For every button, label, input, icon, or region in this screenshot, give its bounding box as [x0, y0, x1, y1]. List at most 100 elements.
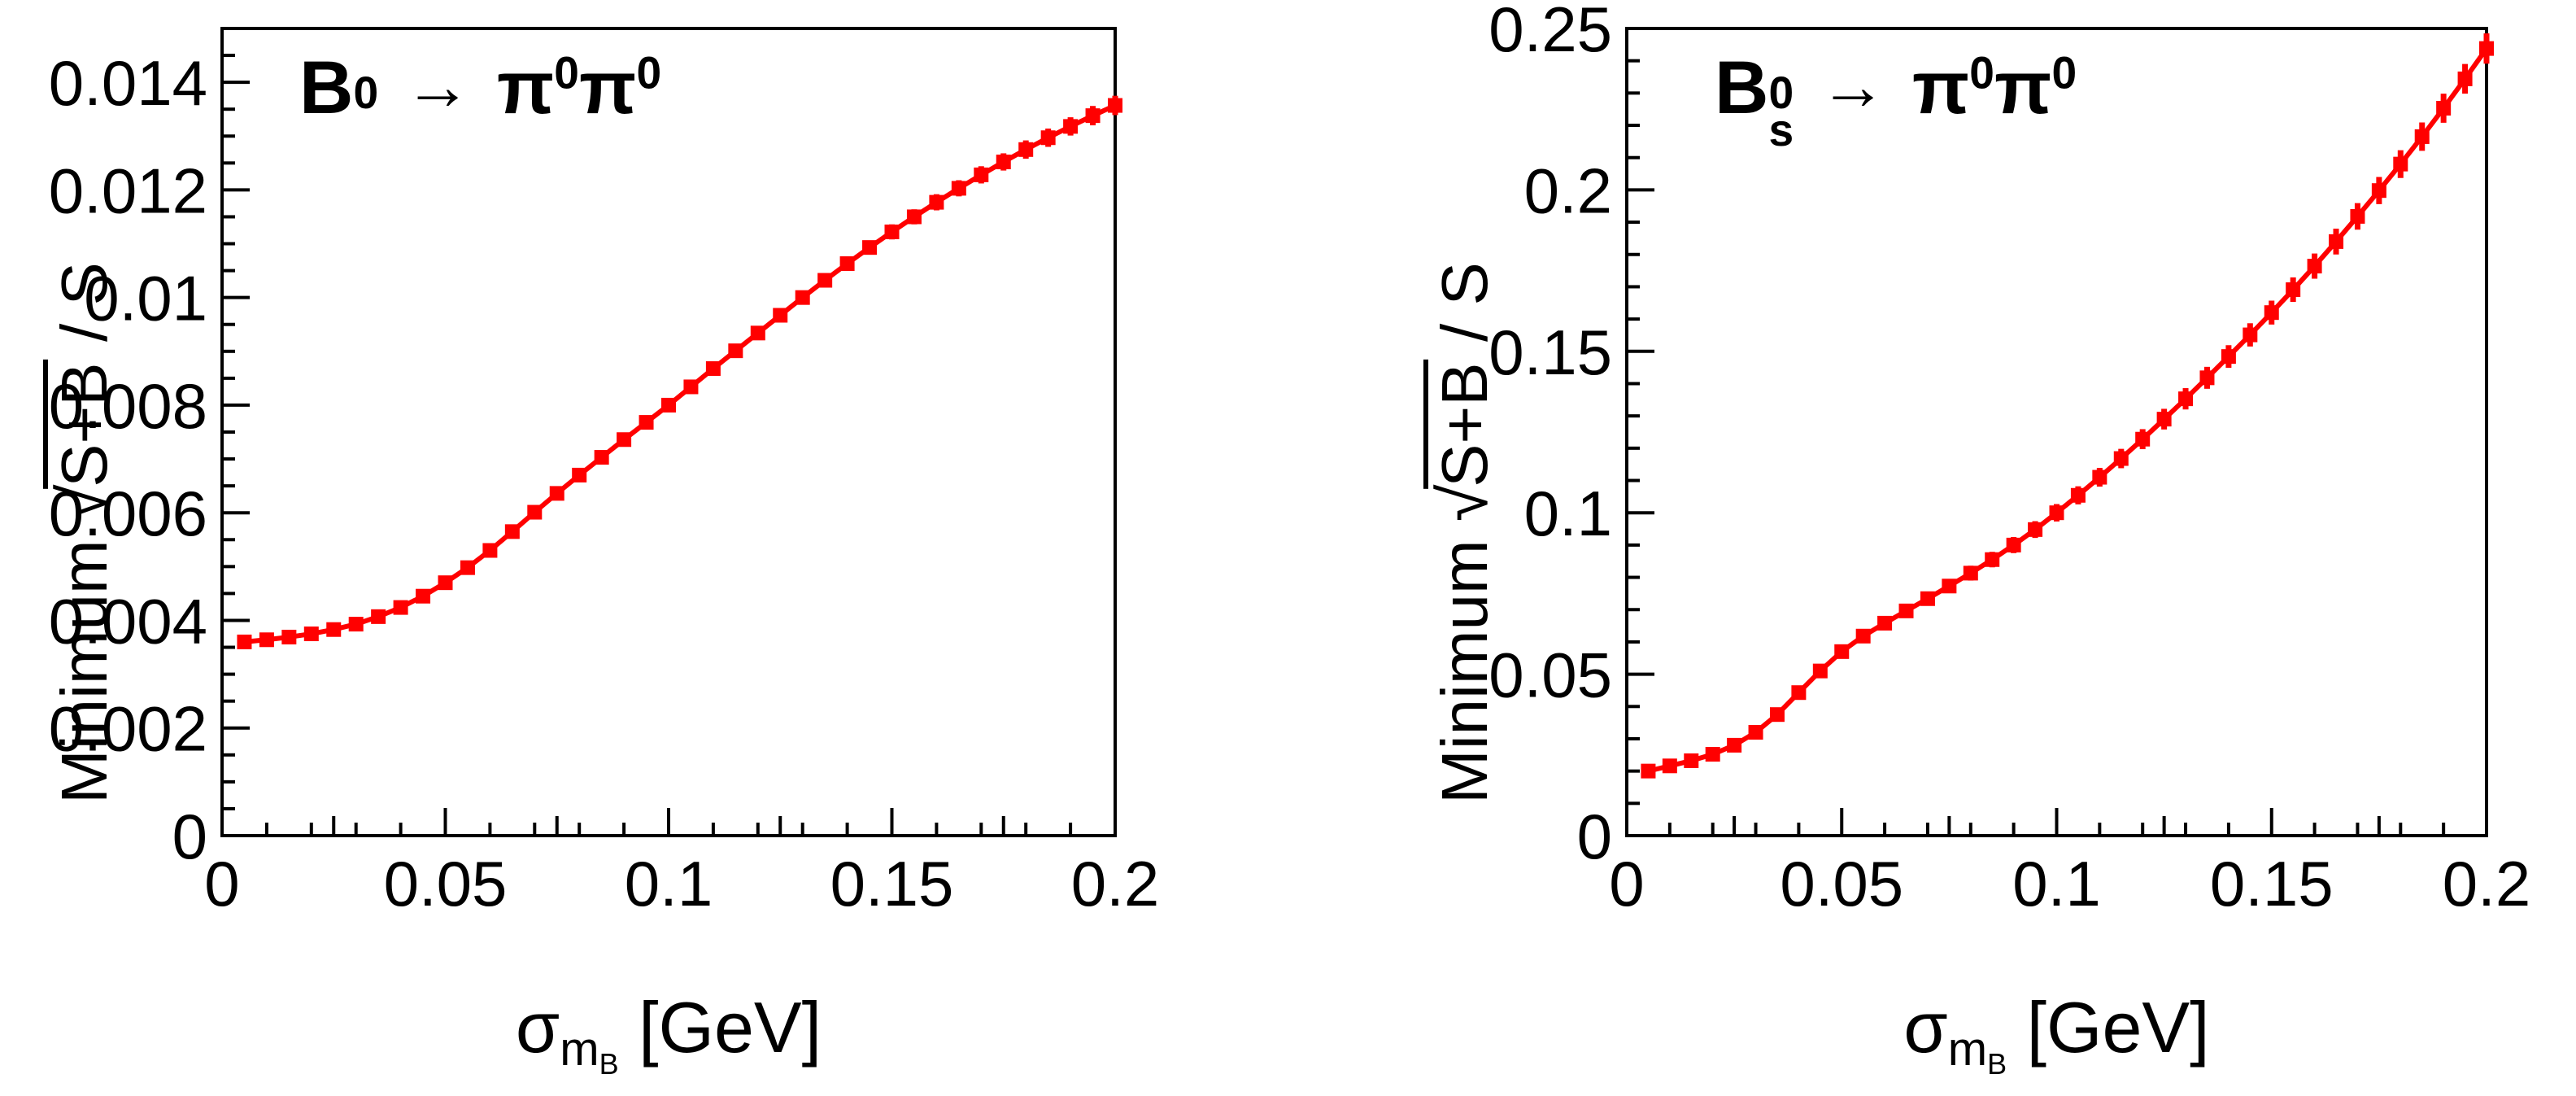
x-tick-label: 0.1 — [2012, 848, 2100, 919]
y-tick-label: 0.05 — [1489, 640, 1612, 711]
left-y-axis-title: Minimum √S+B / S — [43, 262, 123, 804]
right-y-axis-title: Minimum √S+B / S — [1423, 262, 1503, 804]
data-point-marker — [929, 194, 944, 210]
decay-product-2-charge: 0 — [636, 47, 662, 98]
data-curve — [244, 103, 1117, 644]
y-tick-label: 0.01 — [84, 263, 207, 334]
y-tick-label: 0 — [172, 801, 207, 872]
decay-product-1: π — [496, 46, 555, 129]
data-point-marker — [482, 543, 498, 558]
decay-product-1-charge: 0 — [1969, 47, 1994, 98]
data-point-marker — [1641, 763, 1656, 779]
data-point-marker — [1963, 565, 1978, 581]
data-point-marker — [1791, 685, 1807, 701]
decay-product-1: π — [1911, 46, 1970, 129]
data-point-marker — [2371, 183, 2386, 199]
data-point-marker — [1727, 737, 1742, 753]
data-point-marker — [2329, 234, 2344, 249]
data-point-marker — [2264, 305, 2279, 321]
data-point-marker — [951, 181, 966, 196]
data-point-marker — [348, 617, 364, 632]
y-tick-label: 0.2 — [1524, 155, 1612, 226]
sqrt-icon: √ — [1426, 484, 1502, 522]
data-point-marker — [1684, 753, 1699, 768]
y-tick-label: 0.002 — [49, 693, 207, 765]
data-point-marker — [2070, 487, 2086, 503]
data-point-marker — [393, 600, 408, 615]
y-tick-label: 0.1 — [1524, 478, 1612, 549]
data-point-marker — [1040, 130, 1056, 146]
data-point-marker — [1769, 707, 1785, 723]
decay-product-2-charge: 0 — [2051, 47, 2077, 98]
data-point-marker — [2350, 208, 2365, 224]
data-point-marker — [1018, 142, 1034, 157]
data-point-marker — [259, 632, 274, 648]
x-tick-label: 0 — [1609, 848, 1644, 919]
data-point-marker — [2092, 469, 2107, 485]
data-point-marker — [884, 224, 900, 239]
data-point-marker — [303, 627, 319, 641]
data-point-marker — [839, 256, 855, 272]
data-point-marker — [1063, 119, 1079, 134]
data-point-marker — [2049, 505, 2064, 521]
data-point-marker — [728, 343, 743, 359]
decay-parent: B — [299, 46, 354, 129]
y-tick-label: 0.012 — [49, 155, 207, 226]
x-tick-label: 0.05 — [384, 848, 508, 919]
data-point-marker — [1942, 579, 1957, 594]
data-point-marker — [817, 273, 833, 288]
y-tick-label: 0.004 — [49, 585, 207, 657]
decay-product-1-charge: 0 — [554, 47, 579, 98]
plot-frame — [220, 27, 1117, 837]
data-point-marker — [438, 575, 453, 591]
data-point-marker — [326, 622, 342, 637]
data-point-marker — [862, 240, 878, 255]
data-point-marker — [1898, 603, 1914, 618]
x-tick-label: 0 — [204, 848, 239, 919]
x-tick-label: 0.05 — [1780, 848, 1903, 919]
data-point-marker — [1108, 98, 1122, 113]
x-tick-label: 0.1 — [625, 848, 713, 919]
data-point-marker — [527, 504, 543, 520]
decay-parent: B — [1715, 46, 1769, 129]
data-point-marker — [1920, 591, 1935, 606]
right-x-axis-title: σmB [GeV] — [1903, 987, 2210, 1081]
data-point-marker — [661, 397, 676, 413]
data-point-marker — [906, 209, 922, 225]
x-tick-label: 0.2 — [1071, 848, 1159, 919]
data-point-marker — [1662, 758, 1677, 774]
data-curve — [1647, 46, 2489, 774]
data-point-marker — [639, 415, 654, 430]
data-point-marker — [371, 609, 386, 624]
data-point-marker — [504, 524, 520, 539]
decay-product-2: π — [1994, 46, 2052, 129]
data-point-marker — [1748, 725, 1763, 740]
data-point-marker — [2135, 431, 2151, 447]
left-x-axis-title: σmB [GeV] — [515, 987, 822, 1081]
data-point-marker — [2414, 129, 2430, 144]
data-point-marker — [237, 634, 252, 649]
data-point-marker — [1985, 552, 2000, 567]
data-point-marker — [2006, 537, 2021, 552]
x-tick-label: 0.2 — [2443, 848, 2530, 919]
data-point-marker — [2457, 71, 2473, 86]
data-point-marker — [2307, 259, 2322, 274]
data-point-marker — [460, 560, 475, 575]
data-point-marker — [2436, 101, 2452, 116]
data-point-marker — [1877, 615, 1893, 631]
y-tick-label: 0.25 — [1489, 0, 1612, 65]
data-point-marker — [416, 588, 431, 604]
data-point-marker — [1705, 747, 1720, 762]
data-point-marker — [594, 450, 609, 465]
data-point-marker — [996, 155, 1011, 170]
decay-product-2: π — [579, 46, 637, 129]
data-point-marker — [1834, 644, 1850, 659]
data-point-marker — [2028, 522, 2043, 537]
data-point-marker — [1855, 628, 1871, 644]
data-point-marker — [773, 308, 788, 323]
data-point-marker — [795, 290, 810, 305]
y-tick-label: 0.014 — [49, 47, 207, 119]
data-point-marker — [2393, 156, 2408, 172]
